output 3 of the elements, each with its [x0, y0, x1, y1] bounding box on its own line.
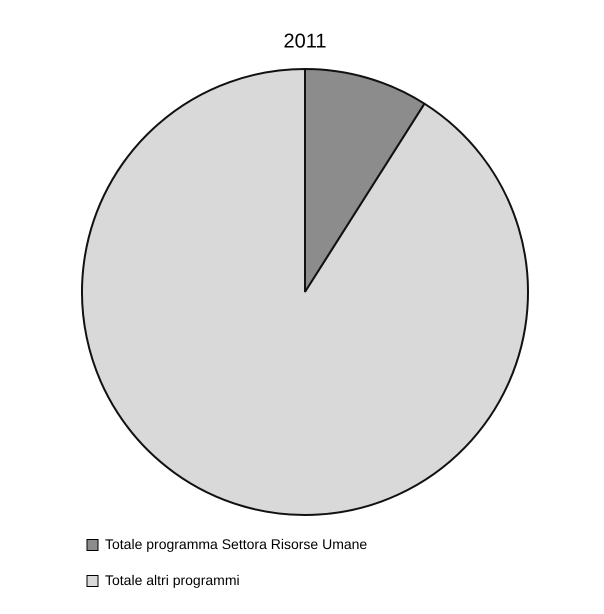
chart-title: 2011 [283, 30, 327, 53]
legend-label: Totale programma Settora Risorse Umane [105, 536, 368, 552]
legend-label: Totale altri programmi [105, 572, 240, 588]
